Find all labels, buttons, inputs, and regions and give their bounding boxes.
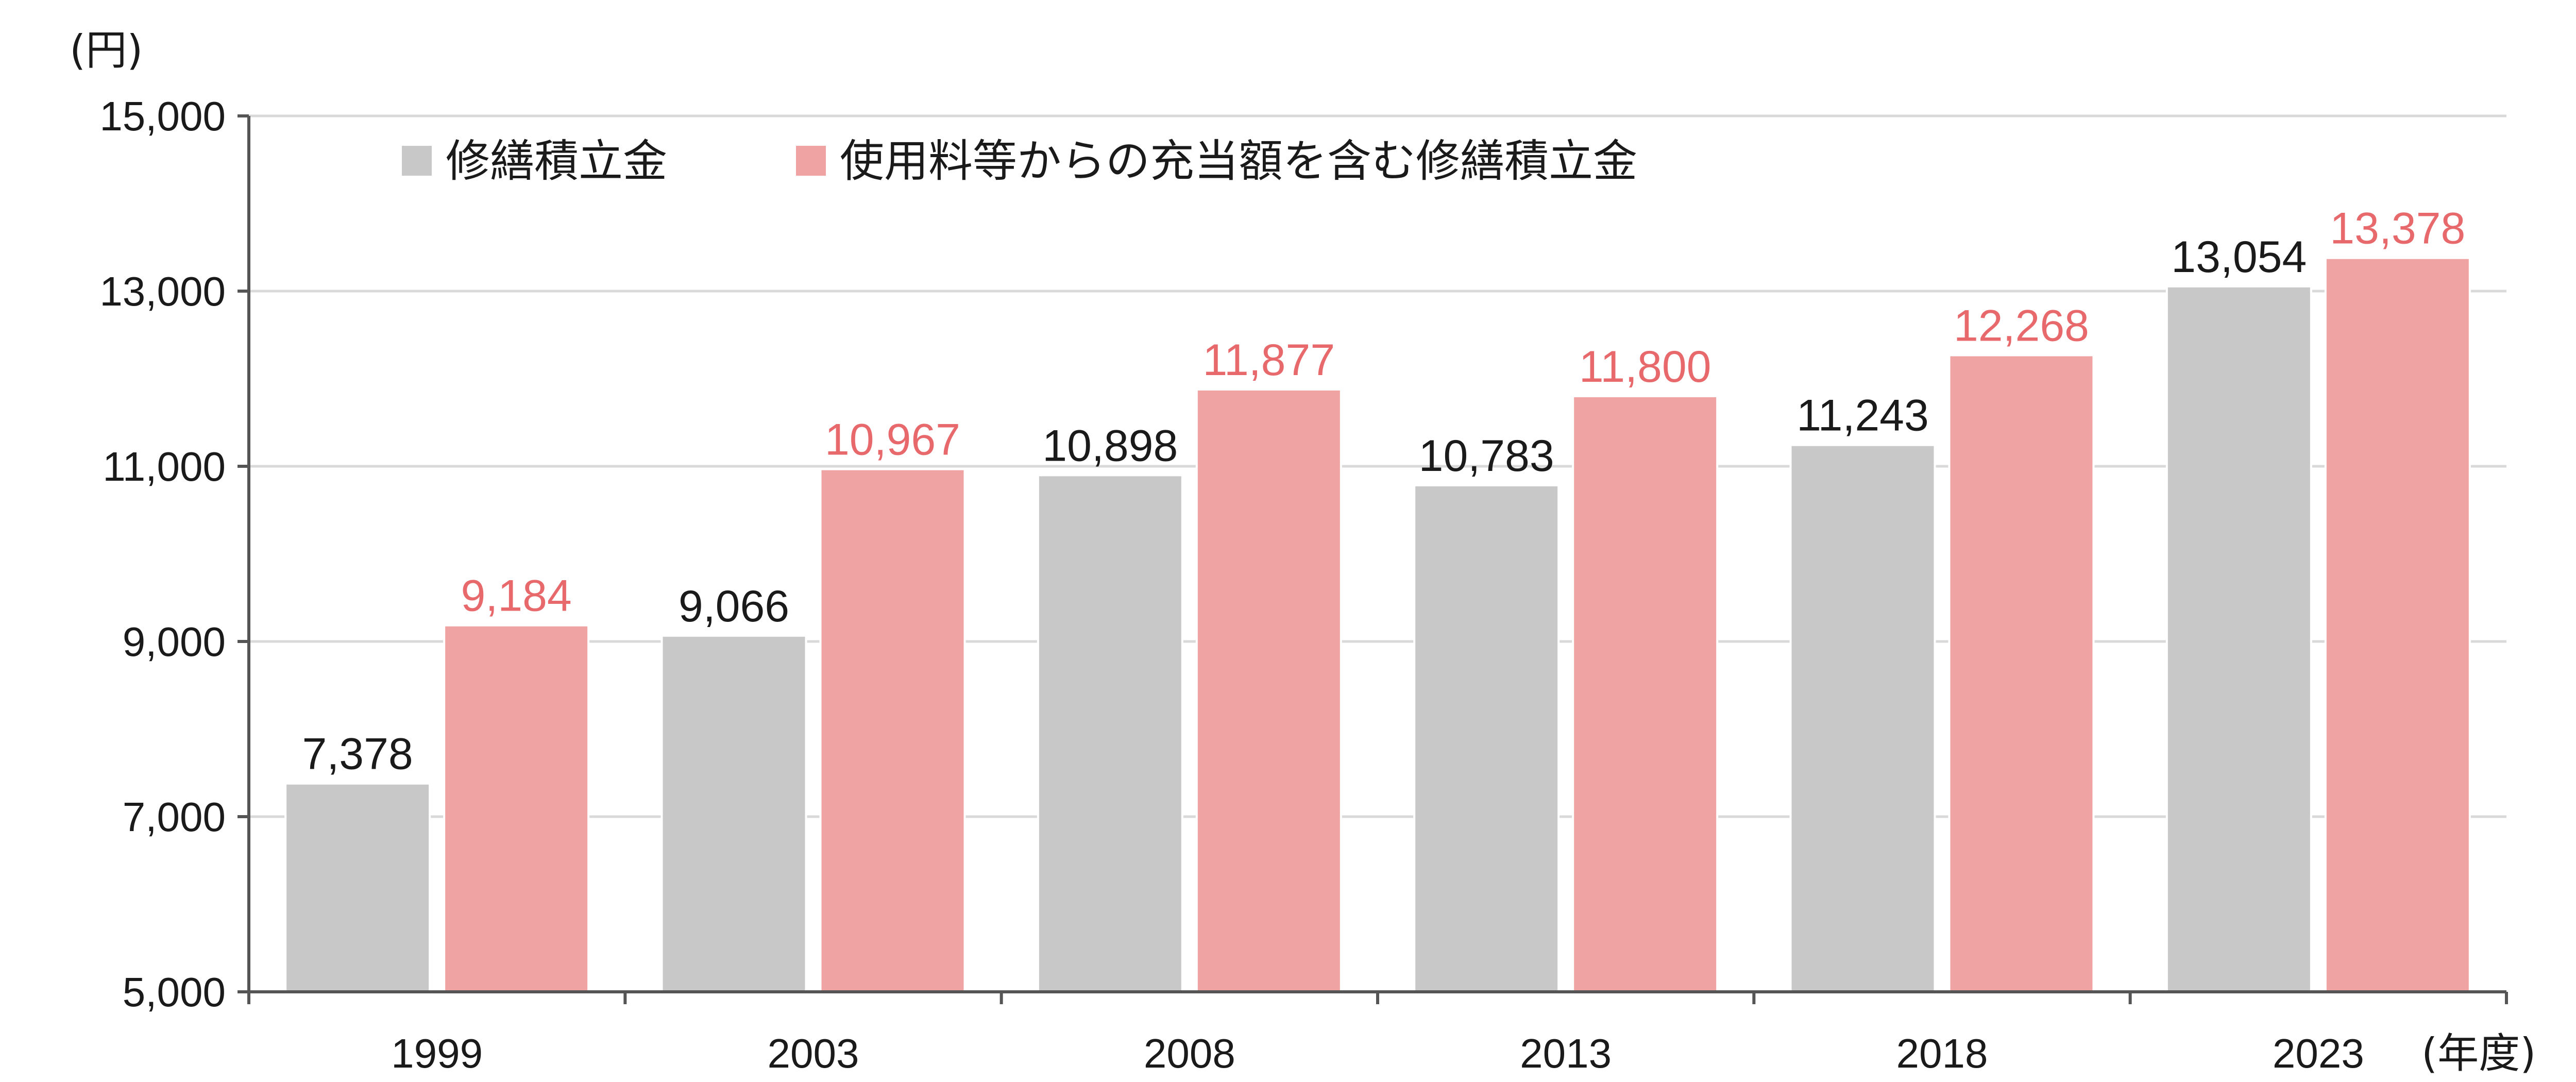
bar-series-2-1999: [443, 624, 590, 993]
x-axis-unit-label: (年度): [2421, 1029, 2536, 1077]
data-label-series-1-2003: 9,066: [679, 582, 789, 631]
legend-label-series-2: 使用料等からの充当額を含む修繕積立金: [840, 136, 1637, 187]
data-label-series-2-2003: 10,967: [825, 415, 960, 465]
bar-series-1-2008: [1037, 474, 1183, 993]
bar-series-1-2018: [1789, 444, 1936, 993]
y-tick-label: 5,000: [123, 969, 226, 1015]
y-tick-label: 11,000: [103, 444, 226, 489]
x-tick-label: 2008: [1144, 1030, 1235, 1076]
legend-swatch-series-1: [402, 146, 432, 176]
x-tick-label: 1999: [391, 1030, 483, 1076]
data-label-series-2-1999: 9,184: [461, 571, 572, 621]
y-tick-label: 7,000: [123, 794, 226, 840]
bar-series-1-2013: [1413, 484, 1560, 993]
y-axis-ticks: 5,000 7,000 9,000 11,000 13,000 15,000: [99, 93, 226, 1015]
y-axis-unit-label: (円): [70, 26, 143, 74]
x-tick-label: 2003: [768, 1030, 859, 1076]
axes: [238, 114, 2508, 1004]
bar-series-2-2023: [2324, 257, 2471, 993]
data-label-series-1-1999: 7,378: [302, 730, 413, 779]
data-label-series-1-2018: 11,243: [1797, 391, 1929, 441]
legend: 修繕積立金 使用料等からの充当額を含む修繕積立金: [402, 136, 1637, 187]
x-tick-label: 2013: [1520, 1030, 1612, 1076]
bar-series-2-2008: [1195, 388, 1342, 993]
legend-swatch-series-2: [796, 146, 826, 176]
y-tick-label: 9,000: [123, 619, 226, 665]
data-label-series-2-2013: 11,800: [1579, 342, 1711, 392]
data-label-series-1-2008: 10,898: [1042, 421, 1178, 470]
bar-series-1-1999: [284, 782, 431, 993]
x-tick-label: 2023: [2273, 1030, 2364, 1076]
y-tick-label: 15,000: [99, 93, 226, 139]
data-labels: 7,378 9,184 9,066 10,967 10,898 11,877 10,783 1…: [302, 204, 2466, 779]
data-label-series-2-2018: 12,268: [1954, 301, 2089, 350]
bar-series-1-2023: [2165, 285, 2312, 993]
x-axis-ticks: 1999 2003 2008 2013 2018 2023: [391, 1030, 2364, 1076]
y-tick-label: 13,000: [99, 268, 226, 314]
data-label-series-2-2023: 13,378: [2330, 204, 2465, 253]
x-tick-label: 2018: [1896, 1030, 1988, 1076]
bar-series-2-2018: [1948, 354, 2095, 993]
data-label-series-2-2008: 11,877: [1203, 335, 1335, 385]
bar-series-1-2003: [660, 634, 807, 993]
data-label-series-1-2023: 13,054: [2171, 232, 2307, 282]
legend-label-series-1: 修繕積立金: [446, 136, 667, 187]
gridlines: [249, 114, 2506, 818]
bar-series-2-2003: [819, 468, 966, 993]
data-label-series-1-2013: 10,783: [1419, 431, 1554, 481]
bars: [284, 257, 2471, 993]
bar-series-2-2013: [1572, 395, 1719, 993]
